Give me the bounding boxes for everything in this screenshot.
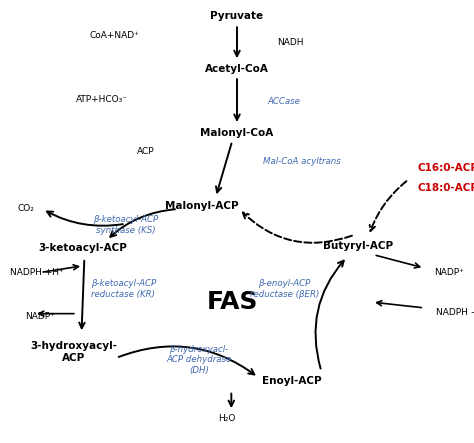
Text: C18:0-ACP: C18:0-ACP bbox=[417, 183, 474, 193]
Text: NADPH +H⁺: NADPH +H⁺ bbox=[436, 308, 474, 317]
Text: Malonyl-CoA: Malonyl-CoA bbox=[201, 128, 273, 138]
Text: Enoyl-ACP: Enoyl-ACP bbox=[262, 376, 321, 386]
Text: NADH: NADH bbox=[277, 38, 304, 47]
Text: Malonyl-ACP: Malonyl-ACP bbox=[164, 201, 238, 211]
Text: Butyryl-ACP: Butyryl-ACP bbox=[323, 241, 393, 251]
Text: C16:0-ACP: C16:0-ACP bbox=[417, 163, 474, 173]
Text: CO₂: CO₂ bbox=[18, 204, 35, 213]
Text: CoA+NAD⁺: CoA+NAD⁺ bbox=[90, 31, 140, 40]
Text: β-ketoacyl-ACP
reductase (KR): β-ketoacyl-ACP reductase (KR) bbox=[91, 279, 156, 299]
Text: β-ketoacyl-ACP
synthase (KS): β-ketoacyl-ACP synthase (KS) bbox=[93, 215, 158, 235]
Text: ATP+HCO₃⁻: ATP+HCO₃⁻ bbox=[76, 95, 128, 104]
Text: ACP: ACP bbox=[137, 147, 154, 156]
Text: FAS: FAS bbox=[207, 290, 258, 314]
Text: NADPH +H⁺: NADPH +H⁺ bbox=[10, 268, 64, 277]
Text: NADP⁺: NADP⁺ bbox=[25, 312, 55, 321]
Text: Pyruvate: Pyruvate bbox=[210, 11, 264, 20]
Text: β-enoyl-ACP
reductase (βER): β-enoyl-ACP reductase (βER) bbox=[250, 279, 319, 299]
Text: 3-ketoacyl-ACP: 3-ketoacyl-ACP bbox=[38, 243, 128, 253]
Text: NADP⁺: NADP⁺ bbox=[434, 268, 464, 277]
Text: ACCase: ACCase bbox=[268, 97, 301, 106]
Text: H₂O: H₂O bbox=[218, 414, 235, 423]
Text: Acetyl-CoA: Acetyl-CoA bbox=[205, 64, 269, 74]
Text: 3-hydroxyacyl-
ACP: 3-hydroxyacyl- ACP bbox=[30, 342, 117, 363]
Text: β-hydroxyacl-
ACP dehydrase
(DH): β-hydroxyacl- ACP dehydrase (DH) bbox=[166, 345, 232, 375]
Text: Mal-CoA acyltrans: Mal-CoA acyltrans bbox=[263, 157, 341, 166]
